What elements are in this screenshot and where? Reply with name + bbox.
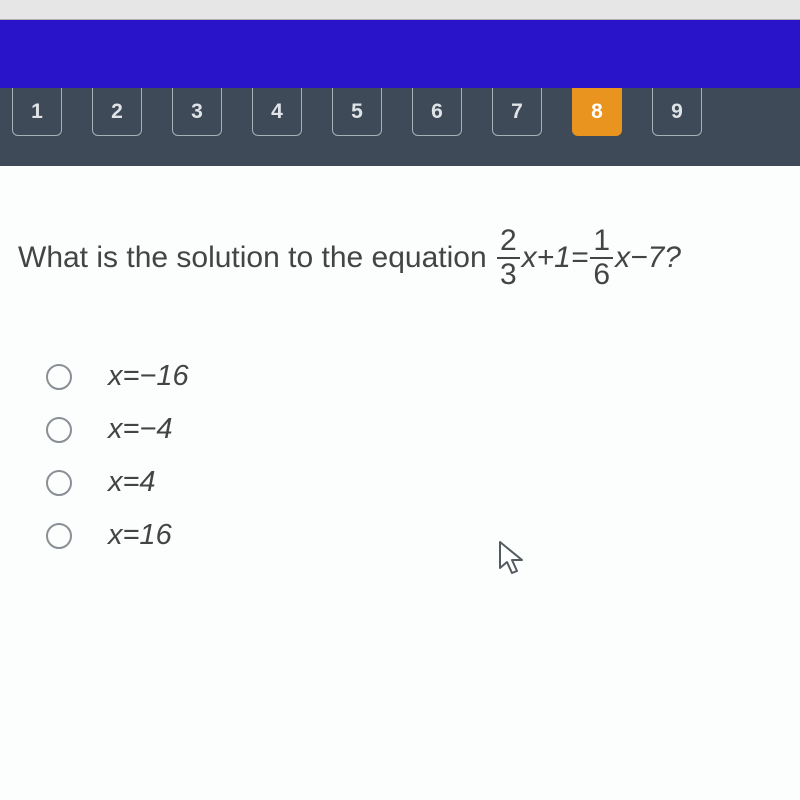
option-d-label: x=16 <box>108 519 172 552</box>
question-tab-1[interactable]: 1 <box>12 88 62 136</box>
option-c: x=4 <box>46 466 782 499</box>
option-a-radio[interactable] <box>46 364 72 390</box>
tab-label: 8 <box>591 100 603 124</box>
question-nav-row: 1 2 3 4 5 6 7 8 9 <box>0 88 800 166</box>
header-banner <box>0 20 800 88</box>
fraction-2: 1 6 <box>590 226 613 290</box>
question-tab-3[interactable]: 3 <box>172 88 222 136</box>
option-d-radio[interactable] <box>46 523 72 549</box>
option-b-label: x=−4 <box>108 413 173 446</box>
answer-options: x=−16 x=−4 x=4 x=16 <box>18 360 782 552</box>
equation-tail: x−7? <box>615 241 681 275</box>
option-c-radio[interactable] <box>46 470 72 496</box>
question-content: What is the solution to the equation 2 3… <box>0 166 800 800</box>
option-b-radio[interactable] <box>46 417 72 443</box>
question-text: What is the solution to the equation 2 3… <box>18 226 782 290</box>
question-tab-9[interactable]: 9 <box>652 88 702 136</box>
tab-label: 5 <box>351 100 363 124</box>
tab-label: 3 <box>191 100 203 124</box>
tab-label: 7 <box>511 100 523 124</box>
question-tab-2[interactable]: 2 <box>92 88 142 136</box>
question-tab-7[interactable]: 7 <box>492 88 542 136</box>
fraction-2-den: 6 <box>590 259 613 290</box>
option-c-label: x=4 <box>108 466 156 499</box>
fraction-1-num: 2 <box>497 226 520 259</box>
tab-label: 2 <box>111 100 123 124</box>
question-tab-6[interactable]: 6 <box>412 88 462 136</box>
fraction-2-num: 1 <box>590 226 613 259</box>
tab-label: 6 <box>431 100 443 124</box>
question-tab-4[interactable]: 4 <box>252 88 302 136</box>
window-top-strip <box>0 0 800 20</box>
equation-mid: x+1= <box>522 241 589 275</box>
option-b: x=−4 <box>46 413 782 446</box>
question-tab-5[interactable]: 5 <box>332 88 382 136</box>
tab-label: 4 <box>271 100 283 124</box>
question-tab-8[interactable]: 8 <box>572 88 622 136</box>
question-lead: What is the solution to the equation <box>18 241 495 275</box>
fraction-1: 2 3 <box>497 226 520 290</box>
option-a-label: x=−16 <box>108 360 189 393</box>
option-d: x=16 <box>46 519 782 552</box>
option-a: x=−16 <box>46 360 782 393</box>
tab-label: 1 <box>31 100 43 124</box>
fraction-1-den: 3 <box>497 259 520 290</box>
tab-label: 9 <box>671 100 683 124</box>
